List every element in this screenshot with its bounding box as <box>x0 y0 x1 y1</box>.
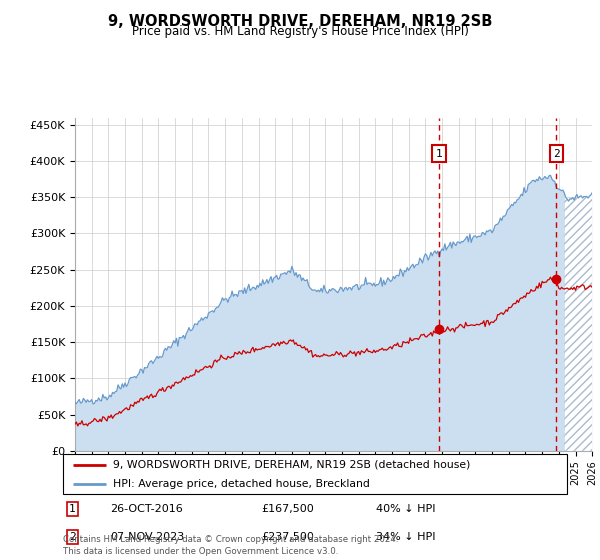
Text: £237,500: £237,500 <box>262 532 314 542</box>
Text: 26-OCT-2016: 26-OCT-2016 <box>110 504 183 514</box>
FancyBboxPatch shape <box>63 454 567 494</box>
Text: 9, WORDSWORTH DRIVE, DEREHAM, NR19 2SB: 9, WORDSWORTH DRIVE, DEREHAM, NR19 2SB <box>108 14 492 29</box>
Text: 40% ↓ HPI: 40% ↓ HPI <box>376 504 436 514</box>
Text: 2: 2 <box>553 149 560 159</box>
Text: 1: 1 <box>69 504 76 514</box>
Text: Price paid vs. HM Land Registry's House Price Index (HPI): Price paid vs. HM Land Registry's House … <box>131 25 469 38</box>
Text: HPI: Average price, detached house, Breckland: HPI: Average price, detached house, Brec… <box>113 479 370 489</box>
Text: Contains HM Land Registry data © Crown copyright and database right 2024.
This d: Contains HM Land Registry data © Crown c… <box>63 535 398 556</box>
Text: 1: 1 <box>436 149 442 159</box>
Text: 07-NOV-2023: 07-NOV-2023 <box>110 532 184 542</box>
Text: 2: 2 <box>69 532 76 542</box>
Text: 9, WORDSWORTH DRIVE, DEREHAM, NR19 2SB (detached house): 9, WORDSWORTH DRIVE, DEREHAM, NR19 2SB (… <box>113 460 471 470</box>
Text: 34% ↓ HPI: 34% ↓ HPI <box>376 532 436 542</box>
Text: £167,500: £167,500 <box>262 504 314 514</box>
